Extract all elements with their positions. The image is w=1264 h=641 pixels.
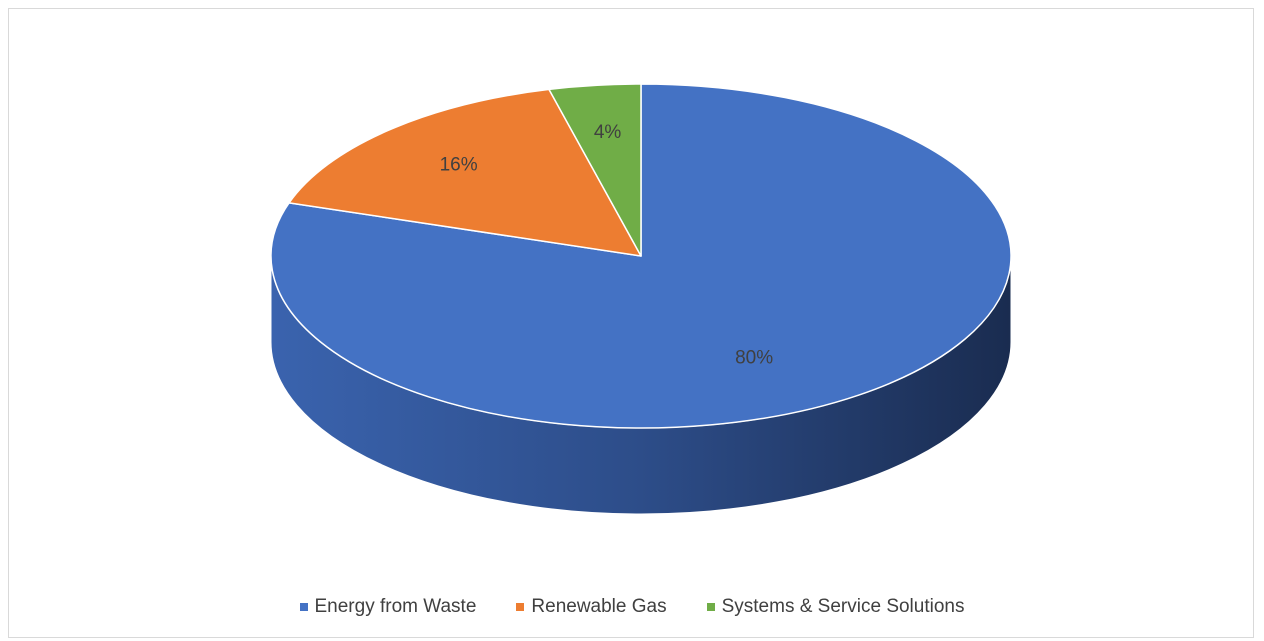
- data-label-energy-from-waste: 80%: [735, 347, 773, 368]
- legend-item-energy-from-waste: Energy from Waste: [299, 596, 477, 618]
- pie-slice-renewable-gas: [288, 88, 642, 257]
- legend-label-systems-service-solutions: Systems & Service Solutions: [721, 596, 965, 617]
- data-label-renewable-gas: 16%: [440, 155, 478, 176]
- pie-slice-systems-service-solutions: [548, 83, 642, 257]
- legend: Energy from Waste Renewable Gas Systems …: [0, 596, 1264, 618]
- legend-swatch-renewable-gas: [516, 603, 525, 611]
- legend-item-renewable-gas: Renewable Gas: [516, 596, 667, 618]
- legend-item-systems-service-solutions: Systems & Service Solutions: [706, 596, 965, 618]
- legend-label-renewable-gas: Renewable Gas: [531, 596, 667, 617]
- data-label-systems-service-solutions: 4%: [594, 122, 622, 143]
- legend-swatch-energy-from-waste: [299, 603, 308, 611]
- legend-label-energy-from-waste: Energy from Waste: [314, 596, 477, 617]
- legend-swatch-systems-service-solutions: [706, 603, 715, 611]
